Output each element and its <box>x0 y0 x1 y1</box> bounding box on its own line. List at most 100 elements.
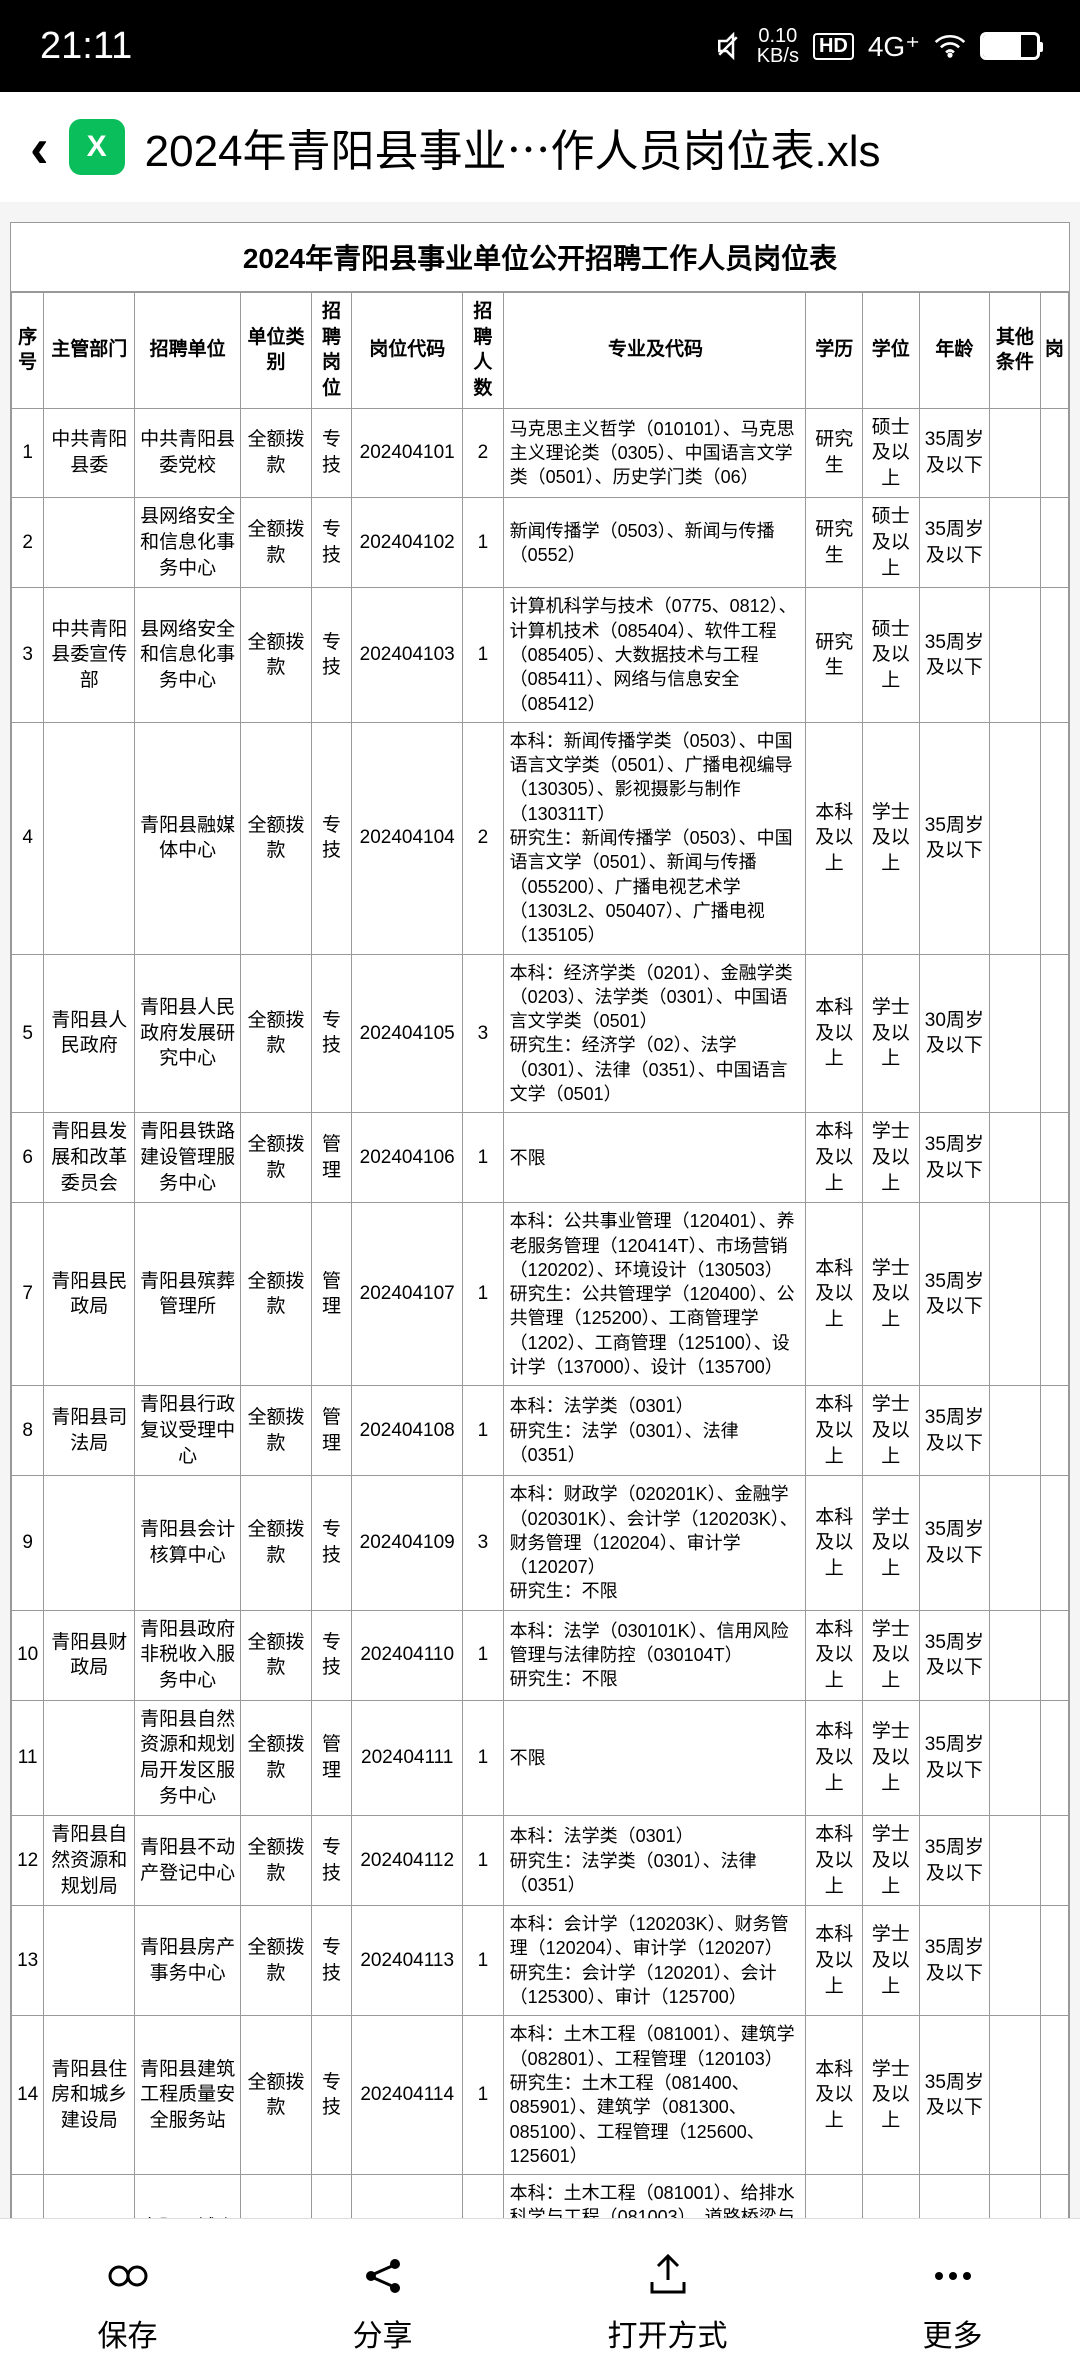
cell-unit: 青阳县房产事务中心 <box>135 1906 241 2016</box>
cell-category: 全额拨款 <box>241 2175 312 2218</box>
table-row: 9青阳县会计核算中心全额拨款专技2024041093本科：财政学（020201K… <box>12 1476 1069 1610</box>
header-last: 岗 <box>1040 293 1068 409</box>
table-row: 6青阳县发展和改革委员会青阳县铁路建设管理服务中心全额拨款管理202404106… <box>12 1113 1069 1203</box>
cell-post: 管理 <box>311 1700 351 1816</box>
table-row: 8青阳县司法局青阳县行政复议受理中心全额拨款管理2024041081本科：法学类… <box>12 1386 1069 1476</box>
cell-age: 35周岁及以下 <box>919 1816 990 1906</box>
cell-post: 管理 <box>311 1113 351 1203</box>
cell-code: 202404113 <box>352 1906 463 2016</box>
cell-seq: 12 <box>12 1816 44 1906</box>
cell-category: 全额拨款 <box>241 1906 312 2016</box>
cell-other <box>990 954 1040 1113</box>
save-button[interactable]: 保存 <box>98 2251 158 2355</box>
cell-count: 2 <box>463 722 503 954</box>
cell-deg: 学士及以上 <box>862 722 919 954</box>
cell-other <box>990 1906 1040 2016</box>
cell-post: 专技 <box>311 408 351 498</box>
cell-count: 1 <box>463 1386 503 1476</box>
cell-code: 202404115 <box>352 2175 463 2218</box>
share-button[interactable]: 分享 <box>353 2251 413 2355</box>
cell-unit: 青阳县建筑工程质量安全服务站 <box>135 2016 241 2175</box>
cell-last <box>1040 1386 1068 1476</box>
cell-unit: 青阳县城乡建设重点工程管理服务中心 <box>135 2175 241 2218</box>
more-button[interactable]: 更多 <box>923 2251 983 2355</box>
cell-seq: 1 <box>12 408 44 498</box>
cell-major: 不限 <box>503 1113 806 1203</box>
back-button[interactable]: ‹ <box>30 115 49 180</box>
cell-major: 新闻传播学（0503）、新闻与传播（0552） <box>503 498 806 588</box>
cell-edu: 本科及以上 <box>806 1386 863 1476</box>
cell-edu: 本科及以上 <box>806 1816 863 1906</box>
cell-dept: 青阳县财政局 <box>44 1610 135 1700</box>
cell-category: 全额拨款 <box>241 498 312 588</box>
bottom-bar: 保存 分享 打开方式 更多 <box>0 2218 1080 2376</box>
hd-badge: HD <box>813 33 854 60</box>
more-icon <box>929 2251 977 2301</box>
cell-deg: 学士及以上 <box>862 2016 919 2175</box>
cell-major: 本科：法学（030101K）、信用风险管理与法律防控（030104T） 研究生：… <box>503 1610 806 1700</box>
cell-seq: 13 <box>12 1906 44 2016</box>
cell-dept: 青阳县民政局 <box>44 1203 135 1386</box>
cell-age: 35周岁及以下 <box>919 1386 990 1476</box>
save-icon <box>104 2251 152 2301</box>
table-row: 15青阳县城乡建设重点工程管理服务中心全额拨款专技2024041151本科：土木… <box>12 2175 1069 2218</box>
cell-other <box>990 2016 1040 2175</box>
cell-code: 202404102 <box>352 498 463 588</box>
cell-unit: 青阳县不动产登记中心 <box>135 1816 241 1906</box>
header-major: 专业及代码 <box>503 293 806 409</box>
save-label: 保存 <box>98 2311 158 2355</box>
sheet-area[interactable]: 2024年青阳县事业单位公开招聘工作人员岗位表 序号 主管部门 招聘单位 单位类… <box>0 202 1080 2218</box>
cell-last <box>1040 588 1068 722</box>
cell-post: 专技 <box>311 588 351 722</box>
cell-unit: 中共青阳县委党校 <box>135 408 241 498</box>
cell-category: 全额拨款 <box>241 1203 312 1386</box>
cell-seq: 11 <box>12 1700 44 1816</box>
cell-unit: 青阳县政府非税收入服务中心 <box>135 1610 241 1700</box>
cell-dept: 中共青阳县委 <box>44 408 135 498</box>
cell-seq: 8 <box>12 1386 44 1476</box>
cell-code: 202404114 <box>352 2016 463 2175</box>
cell-unit: 青阳县自然资源和规划局开发区服务中心 <box>135 1700 241 1816</box>
cell-major: 计算机科学与技术（0775、0812）、计算机技术（085404）、软件工程（0… <box>503 588 806 722</box>
open-with-button[interactable]: 打开方式 <box>608 2251 728 2355</box>
positions-table: 序号 主管部门 招聘单位 单位类别 招聘岗位 岗位代码 招聘人数 专业及代码 学… <box>11 292 1069 2218</box>
more-label: 更多 <box>923 2311 983 2355</box>
cell-seq: 14 <box>12 2016 44 2175</box>
cell-edu: 本科及以上 <box>806 1113 863 1203</box>
cell-unit: 青阳县殡葬管理所 <box>135 1203 241 1386</box>
cell-edu: 研究生 <box>806 588 863 722</box>
cell-last <box>1040 408 1068 498</box>
cell-code: 202404106 <box>352 1113 463 1203</box>
cell-deg: 硕士及以上 <box>862 408 919 498</box>
cell-age: 35周岁及以下 <box>919 408 990 498</box>
cell-post: 专技 <box>311 1816 351 1906</box>
status-bar: 21:11 0.10 KB/s HD 4G⁺ <box>0 0 1080 92</box>
cell-major: 本科：土木工程（081001）、建筑学（082801）、工程管理（120103）… <box>503 2016 806 2175</box>
cell-other <box>990 1700 1040 1816</box>
cell-edu: 本科及以上 <box>806 2175 863 2218</box>
table-row: 3中共青阳县委宣传部县网络安全和信息化事务中心全额拨款专技2024041031计… <box>12 588 1069 722</box>
cell-code: 202404111 <box>352 1700 463 1816</box>
sheet-title: 2024年青阳县事业单位公开招聘工作人员岗位表 <box>11 223 1069 292</box>
cell-deg: 学士及以上 <box>862 1203 919 1386</box>
cell-deg: 硕士及以上 <box>862 498 919 588</box>
cell-count: 1 <box>463 1700 503 1816</box>
cell-deg: 学士及以上 <box>862 2175 919 2218</box>
spreadsheet: 2024年青阳县事业单位公开招聘工作人员岗位表 序号 主管部门 招聘单位 单位类… <box>10 222 1070 2218</box>
wifi-icon <box>934 33 966 59</box>
cell-other <box>990 1816 1040 1906</box>
share-label: 分享 <box>353 2311 413 2355</box>
share-icon <box>359 2251 407 2301</box>
table-row: 10青阳县财政局青阳县政府非税收入服务中心全额拨款专技2024041101本科：… <box>12 1610 1069 1700</box>
cell-age: 35周岁及以下 <box>919 1113 990 1203</box>
cell-edu: 本科及以上 <box>806 1700 863 1816</box>
cell-count: 1 <box>463 2016 503 2175</box>
cell-code: 202404112 <box>352 1816 463 1906</box>
table-row: 5青阳县人民政府青阳县人民政府发展研究中心全额拨款专技2024041053本科：… <box>12 954 1069 1113</box>
cell-last <box>1040 1610 1068 1700</box>
header-edu: 学历 <box>806 293 863 409</box>
app-bar: ‹ X 2024年青阳县事业⋯作人员岗位表.xls <box>0 92 1080 202</box>
cell-last <box>1040 1816 1068 1906</box>
cell-category: 全额拨款 <box>241 1700 312 1816</box>
cell-category: 全额拨款 <box>241 954 312 1113</box>
